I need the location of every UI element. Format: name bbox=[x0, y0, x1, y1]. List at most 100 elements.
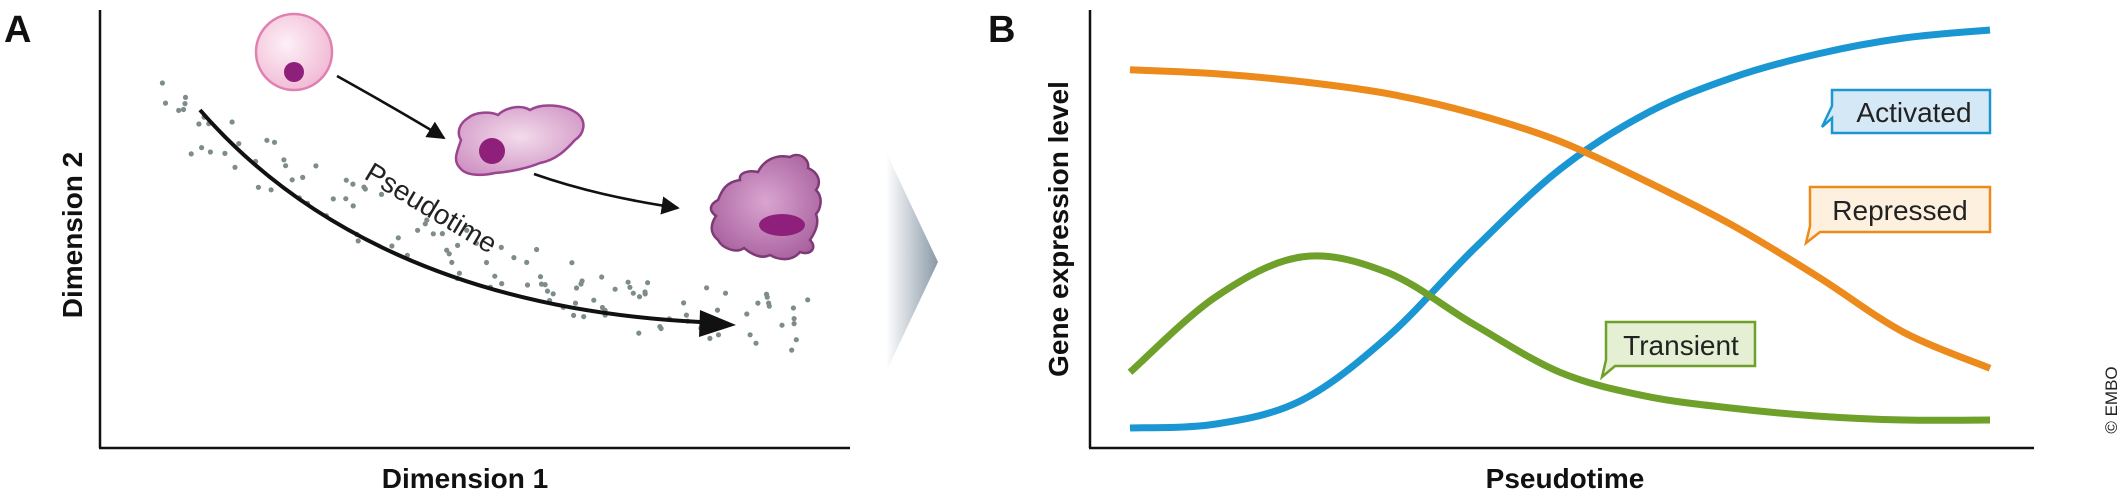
scatter-dot bbox=[704, 285, 710, 291]
scatter-dot bbox=[642, 291, 648, 297]
scatter-dot bbox=[636, 294, 643, 300]
scatter-dot bbox=[268, 187, 274, 193]
scatter-dot bbox=[350, 203, 356, 209]
panel-a-letter: A bbox=[4, 9, 31, 51]
scatter-dot bbox=[581, 314, 587, 320]
transient-callout: Transient bbox=[1599, 320, 1757, 381]
scatter-dot bbox=[281, 157, 287, 163]
scatter-dot bbox=[747, 332, 753, 338]
panel-a-x-axis-label: Dimension 1 bbox=[382, 463, 548, 494]
scatter-dot bbox=[456, 270, 462, 276]
scatter-dot bbox=[430, 231, 436, 237]
scatter-dot bbox=[236, 141, 242, 147]
scatter-dot bbox=[350, 181, 356, 187]
scatter-dot bbox=[343, 177, 349, 183]
scatter-dot bbox=[715, 332, 722, 338]
series-line-transient bbox=[1127, 252, 1991, 424]
trajectory-curve bbox=[198, 108, 701, 324]
activated-label: Activated bbox=[1856, 97, 1971, 128]
scatter-dot bbox=[355, 238, 361, 244]
scatter-dot bbox=[232, 164, 238, 170]
scatter-dot bbox=[779, 322, 785, 328]
amoeboid-cell-nucleus bbox=[479, 138, 505, 164]
copyright-notice: © EMBO bbox=[2102, 366, 2121, 433]
scatter-dot bbox=[805, 297, 811, 303]
scatter-dots bbox=[159, 80, 811, 353]
scatter-dot bbox=[182, 94, 189, 100]
scatter-dot bbox=[389, 243, 395, 249]
scatter-dot bbox=[537, 274, 544, 280]
series-line-repressed bbox=[1129, 66, 1992, 372]
scatter-dot bbox=[627, 284, 633, 290]
scatter-dot bbox=[744, 311, 750, 317]
scatter-dot bbox=[707, 335, 713, 341]
scatter-dot bbox=[569, 260, 575, 266]
scatter-dot bbox=[499, 281, 505, 287]
panel-a-y-axis-label: Dimension 2 bbox=[57, 152, 88, 318]
series-line-activated bbox=[1129, 26, 1991, 432]
scatter-dot bbox=[764, 294, 770, 300]
trajectory-arrowhead bbox=[699, 310, 736, 337]
scatter-dot bbox=[599, 274, 605, 280]
scatter-dot bbox=[591, 297, 597, 303]
scatter-dot bbox=[538, 281, 545, 287]
scatter-dot bbox=[714, 307, 721, 313]
scatter-dot bbox=[793, 337, 799, 343]
scatter-dot bbox=[199, 145, 205, 151]
scatter-dot bbox=[289, 177, 295, 183]
scatter-dot bbox=[683, 312, 690, 318]
transient-callout-box bbox=[1599, 320, 1757, 381]
amoeboid-cell bbox=[454, 104, 585, 177]
scatter-dot bbox=[599, 304, 606, 311]
scatter-dot bbox=[753, 340, 759, 346]
scatter-dot bbox=[330, 196, 336, 202]
scatter-dot bbox=[511, 255, 517, 261]
scatter-dot bbox=[343, 196, 349, 202]
panel-b-letter: B bbox=[988, 9, 1015, 51]
transition-arrow-1 bbox=[336, 74, 446, 140]
scatter-dot bbox=[578, 281, 584, 287]
scatter-dot bbox=[176, 107, 182, 113]
scatter-dot bbox=[534, 246, 540, 253]
scatter-dot bbox=[271, 139, 278, 145]
scatter-dot bbox=[361, 184, 367, 190]
scatter-dot bbox=[498, 244, 504, 250]
scatter-dot bbox=[188, 151, 194, 157]
scatter-dot bbox=[455, 242, 461, 248]
scatter-dot bbox=[159, 80, 165, 86]
scatter-dot bbox=[207, 149, 213, 155]
scatter-dot bbox=[439, 231, 445, 237]
scatter-dot bbox=[196, 121, 202, 127]
scatter-dot bbox=[636, 330, 642, 336]
scatter-dot bbox=[791, 316, 797, 322]
scatter-dot bbox=[182, 101, 188, 107]
scatter-dot bbox=[283, 163, 289, 169]
scatter-dot bbox=[766, 303, 772, 309]
scatter-dot bbox=[473, 240, 479, 246]
scatter-dot bbox=[571, 312, 577, 318]
scatter-dot bbox=[625, 279, 631, 285]
scatter-dot bbox=[444, 247, 450, 253]
differentiated-cell-body bbox=[709, 153, 822, 261]
panel-b-x-axis-label: Pseudotime bbox=[1486, 463, 1645, 494]
panel-a: A Dimension 1 Dimension 2 Pseudotime bbox=[4, 9, 850, 494]
scatter-dot bbox=[255, 184, 261, 190]
series-lines bbox=[1127, 26, 1992, 432]
scatter-dot bbox=[524, 282, 531, 288]
scatter-dot bbox=[645, 280, 651, 286]
scatter-dot bbox=[449, 259, 455, 265]
differentiated-cell bbox=[709, 153, 822, 261]
scatter-dot bbox=[300, 174, 306, 180]
activated-callout-box bbox=[1820, 88, 1992, 135]
scatter-dot bbox=[229, 119, 235, 125]
scatter-dot bbox=[630, 290, 636, 296]
panel-b: B Pseudotime Gene expression level Activ… bbox=[988, 9, 2034, 494]
repressed-callout: Repressed bbox=[1803, 185, 1992, 247]
transition-arrow-2 bbox=[533, 172, 680, 215]
scatter-dot bbox=[162, 100, 169, 106]
scatter-dot bbox=[483, 259, 490, 266]
scatter-dot bbox=[789, 347, 795, 353]
scatter-dot bbox=[544, 288, 551, 294]
transient-label: Transient bbox=[1623, 330, 1739, 361]
